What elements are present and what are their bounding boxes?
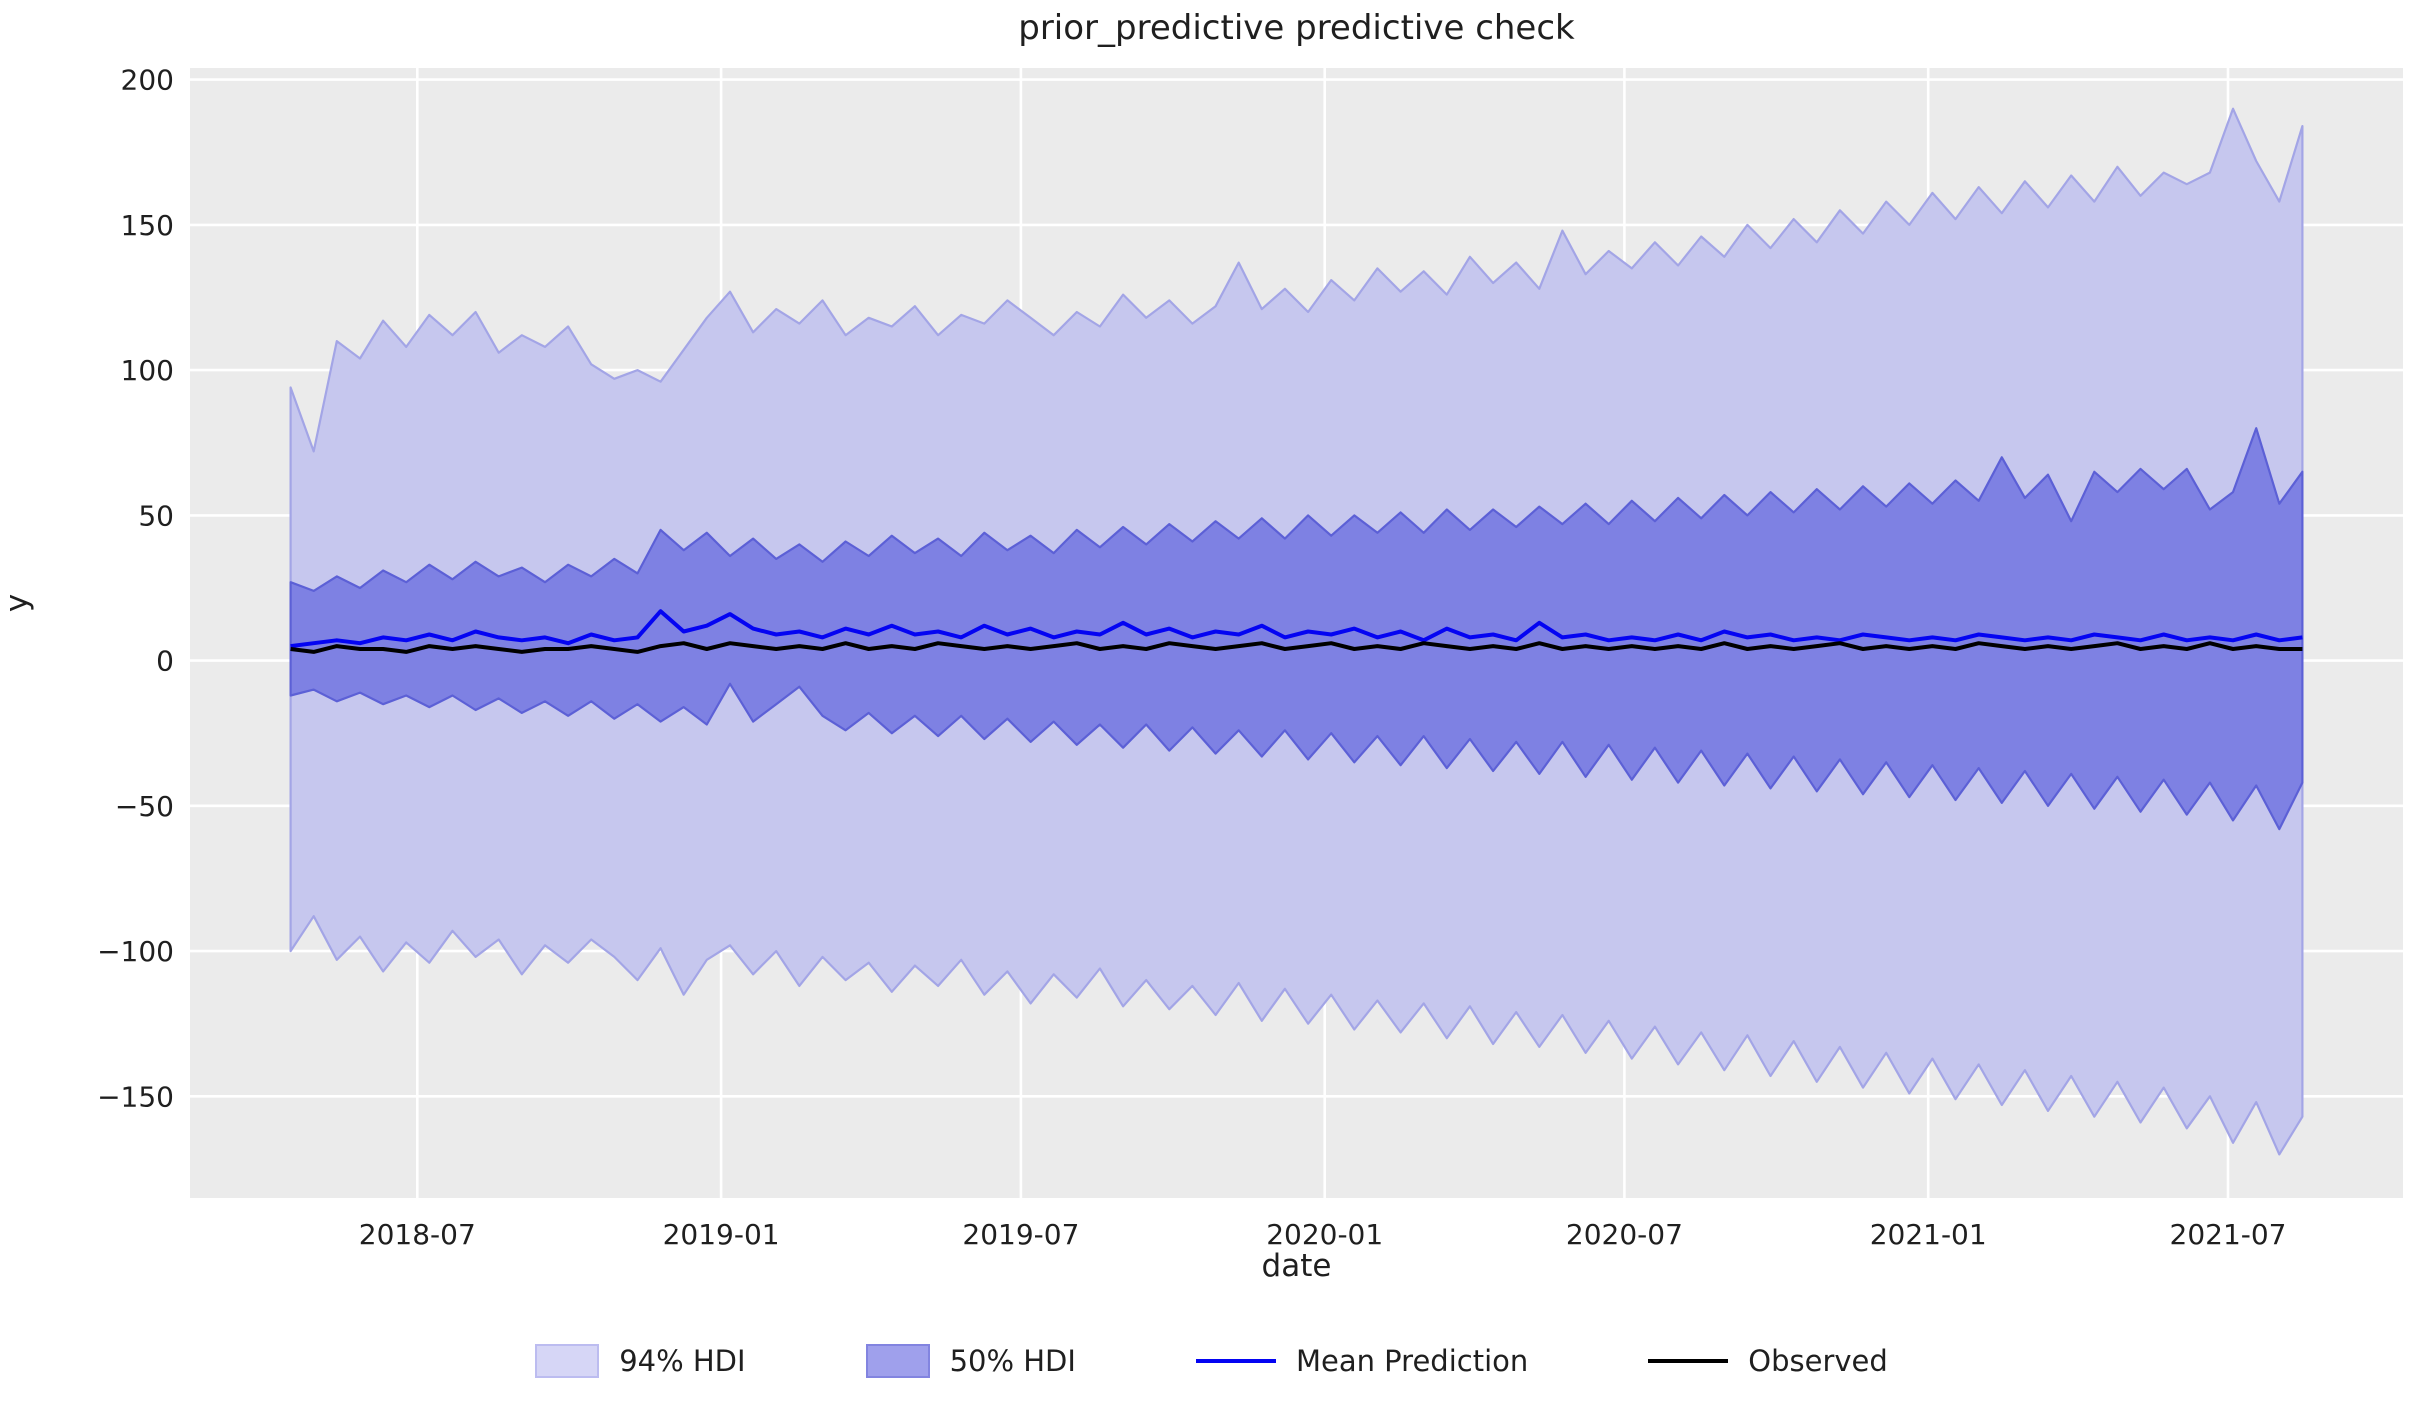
y-tick-label: 50: [138, 499, 174, 532]
plot-title: prior_predictive predictive check: [1018, 8, 1575, 48]
legend-item-observed: Observed: [1648, 1344, 1888, 1378]
y-tick-label: 150: [121, 209, 174, 242]
y-tick-label: 200: [121, 64, 174, 97]
x-axis-label: date: [1261, 1248, 1332, 1284]
y-tick-label: 0: [156, 645, 174, 678]
x-tick-label: 2020-07: [1566, 1218, 1683, 1251]
y-tick-label: 100: [121, 354, 174, 387]
legend-item-50-hdi: 50% HDI: [865, 1344, 1076, 1378]
y-tick-label: −50: [115, 790, 174, 823]
x-tick-label: 2021-07: [2170, 1218, 2287, 1251]
x-tick-label: 2019-01: [663, 1218, 780, 1251]
legend-label-50-hdi: 50% HDI: [949, 1344, 1076, 1378]
y-tick-label: −100: [97, 935, 174, 968]
hdi94-swatch-icon: [535, 1344, 600, 1378]
legend-label-94-hdi: 94% HDI: [619, 1344, 746, 1378]
x-tick-label: 2019-07: [962, 1218, 1079, 1251]
x-tick-label: 2020-01: [1266, 1218, 1383, 1251]
legend-item-94-hdi: 94% HDI: [535, 1344, 746, 1378]
hdi50-swatch-icon: [865, 1344, 930, 1378]
legend: 94% HDI 50% HDI Mean Prediction Observed: [0, 1344, 2423, 1378]
x-tick-label: 2018-07: [359, 1218, 476, 1251]
y-tick-label: −150: [97, 1080, 174, 1113]
legend-label-mean-prediction: Mean Prediction: [1295, 1344, 1529, 1378]
observed-line-swatch-icon: [1648, 1359, 1729, 1363]
mean-line-swatch-icon: [1195, 1359, 1276, 1363]
x-tick-label: 2021-01: [1870, 1218, 1987, 1251]
legend-item-mean-prediction: Mean Prediction: [1195, 1344, 1529, 1378]
legend-label-observed: Observed: [1748, 1344, 1888, 1378]
